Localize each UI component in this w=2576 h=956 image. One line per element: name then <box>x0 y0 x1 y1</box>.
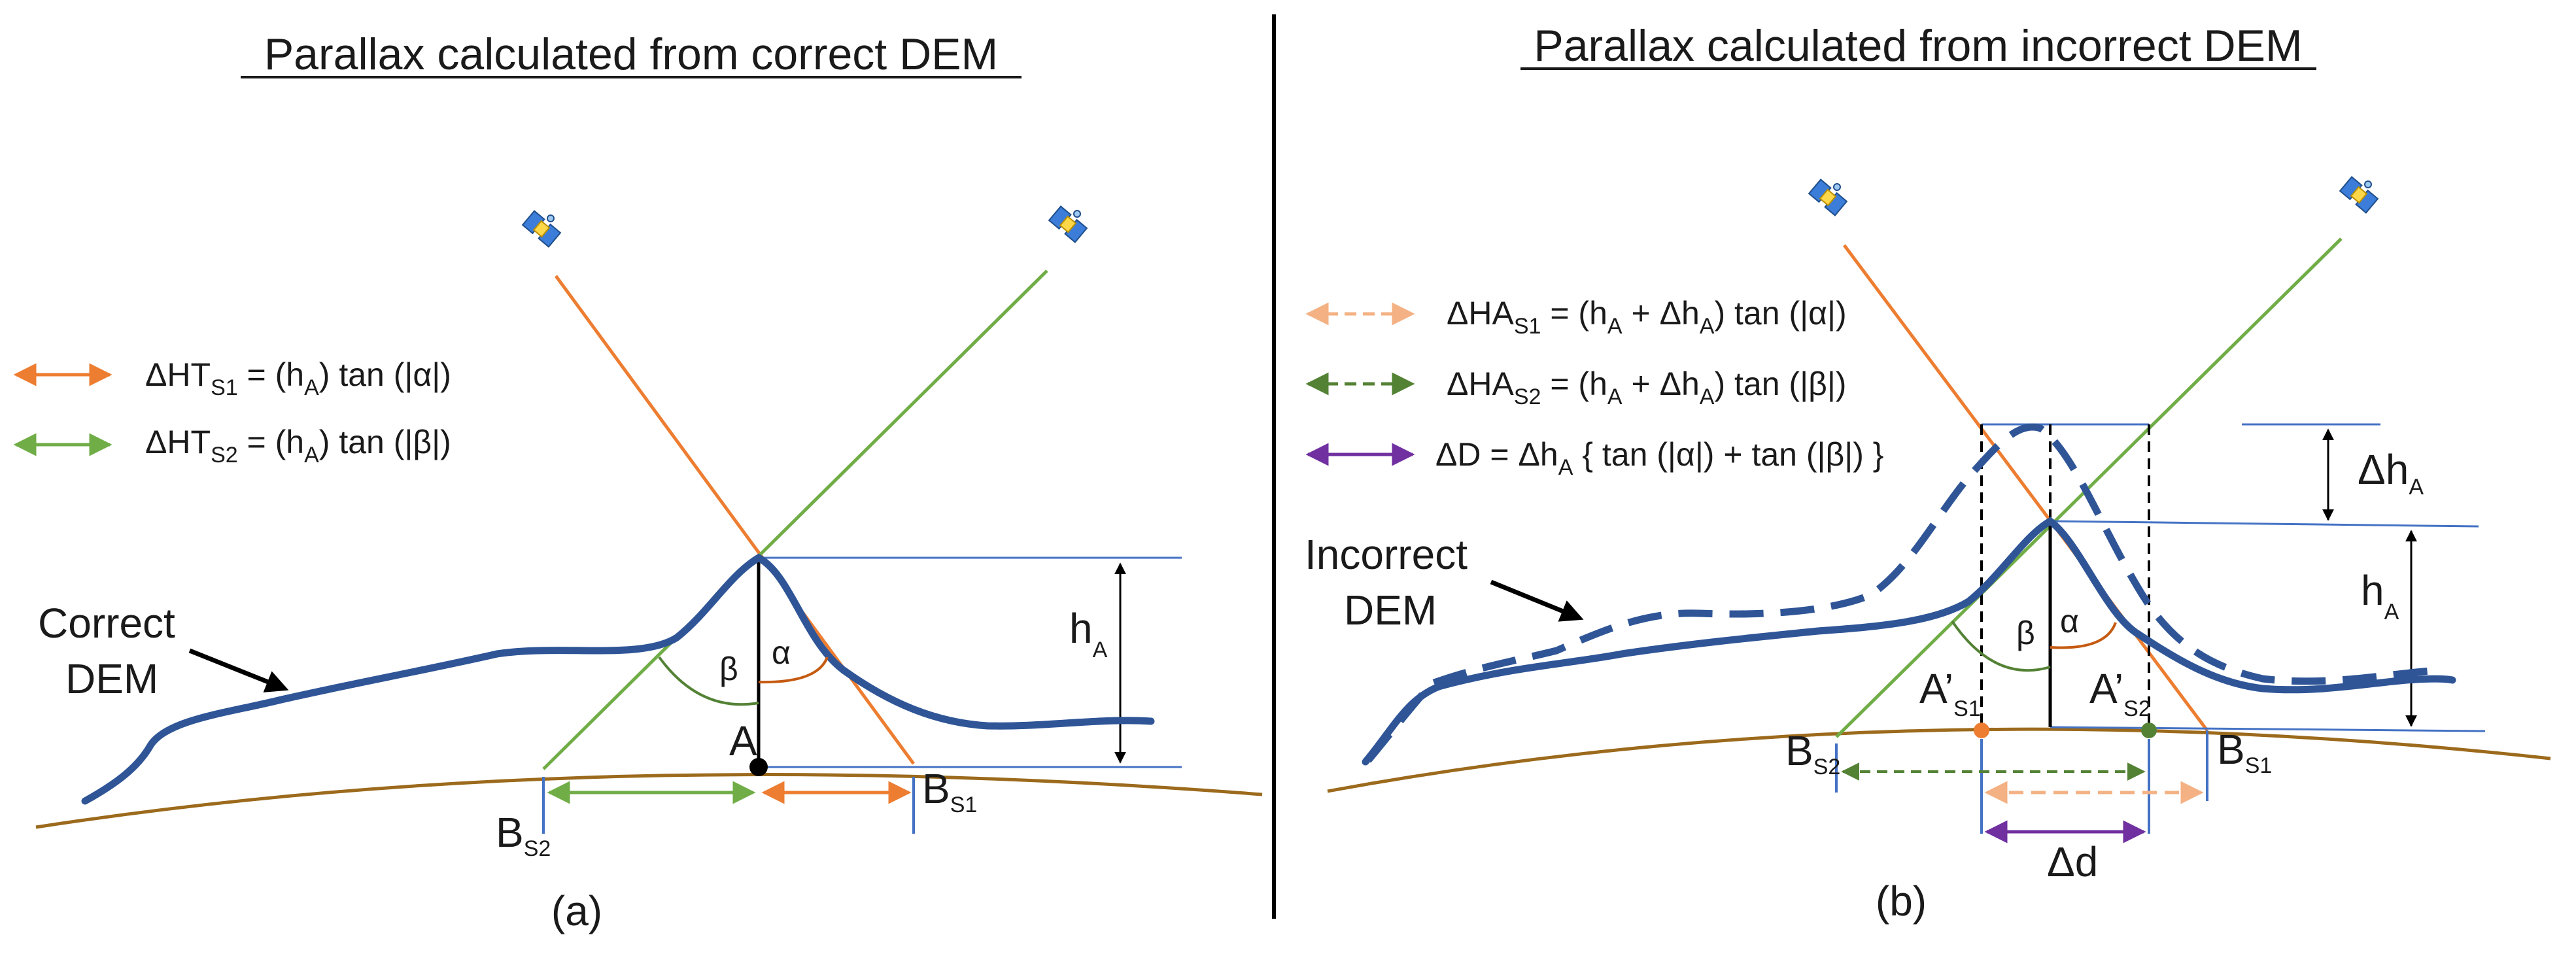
satellite-icon <box>1048 205 1088 243</box>
alpha-label-a: α <box>772 634 791 671</box>
ray-green-a <box>542 269 1048 770</box>
angle-arc-beta-a <box>658 656 759 706</box>
beta-label-a: β <box>719 651 738 687</box>
bs1-label-b: BS1 <box>2217 726 2272 778</box>
bs2-label-b: BS2 <box>1785 727 1840 779</box>
incorrect-dem-label-line2: DEM <box>1344 587 1437 634</box>
legend-a: ΔHTS1 = (hA) tan (|α|) ΔHTS2 = (hA) tan … <box>13 356 451 468</box>
delta-h-label-b: ΔhA <box>2358 446 2424 500</box>
correct-dem-pointer <box>188 648 289 692</box>
delta-d-label-b: Δd <box>2047 838 2098 885</box>
panel-b-title: Parallax calculated from incorrect DEM <box>1534 21 2302 71</box>
panel-a-title: Parallax calculated from correct DEM <box>264 29 998 79</box>
panel-a: Parallax calculated from correct DEM ΔHT… <box>13 29 1263 934</box>
incorrect-dem-curve <box>1365 423 2440 763</box>
incorrect-dem-label-line1: Incorrect <box>1305 531 1468 578</box>
legend-b-item-2: ΔHAS2 = (hA + ΔhA) tan (|β|) <box>1447 366 1846 409</box>
correct-dem-curve <box>81 553 1155 805</box>
legend-a-item-1: ΔHTS1 = (hA) tan (|α|) <box>145 356 451 400</box>
correct-dem-curve-b <box>1362 517 2456 766</box>
alpha-label-b: α <box>2060 603 2079 640</box>
ref-line-bottom-b <box>2050 726 2486 732</box>
beta-label-b: β <box>2016 615 2035 651</box>
ground-curve-b <box>1327 727 2551 793</box>
a-prime-s2-marker <box>2141 723 2157 738</box>
correct-dem-label-line1: Correct <box>38 600 175 647</box>
height-label-a: hA <box>1069 605 1108 662</box>
correct-dem-label-line2: DEM <box>65 655 158 702</box>
bs1-label-a: BS1 <box>922 765 977 817</box>
caption-b: (b) <box>1876 878 1927 925</box>
panel-b: Parallax calculated from incorrect DEM Δ… <box>1305 21 2551 925</box>
satellite-icon <box>2339 176 2379 214</box>
incorrect-dem-pointer <box>1490 579 1584 622</box>
ray-green-b <box>1835 237 2343 738</box>
angle-arc-alpha-a <box>758 657 829 684</box>
legend-b-item-1: ΔHAS1 = (hA + ΔhA) tan (|α|) <box>1447 295 1847 339</box>
point-a-label: A <box>729 717 757 764</box>
ray-orange-b <box>1842 244 2209 732</box>
bs2-label-a: BS2 <box>496 809 551 861</box>
legend-b: ΔHAS1 = (hA + ΔhA) tan (|α|) ΔHAS2 = (hA… <box>1305 295 1883 480</box>
caption-a: (a) <box>551 887 602 934</box>
legend-a-item-2: ΔHTS2 = (hA) tan (|β|) <box>145 424 451 468</box>
ref-line-mid-b <box>2050 520 2479 528</box>
a-prime-s1-marker <box>1974 723 1989 738</box>
a-prime-s1-label: A’S1 <box>1919 665 1981 721</box>
legend-b-item-3: ΔD = ΔhA { tan (|α|) + tan (|β|) } <box>1435 436 1883 480</box>
a-prime-s2-label: A’S2 <box>2089 665 2151 721</box>
satellite-icon <box>522 210 561 248</box>
satellite-icon <box>1808 179 1847 216</box>
height-label-b: hA <box>2361 567 2399 624</box>
point-a-marker <box>749 758 768 776</box>
angle-arc-beta-b <box>1951 620 2051 672</box>
ground-curve-a <box>35 773 1263 829</box>
ray-orange-a <box>554 275 916 765</box>
angle-arc-alpha-b <box>2050 622 2117 649</box>
